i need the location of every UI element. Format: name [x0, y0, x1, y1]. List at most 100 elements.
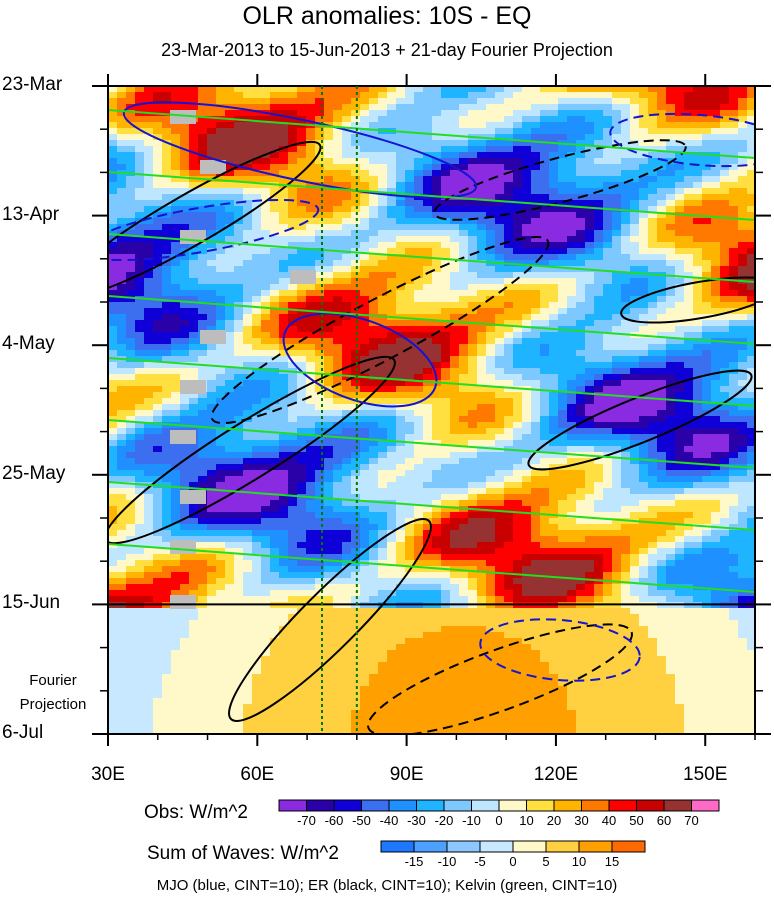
field-cell — [153, 218, 163, 225]
field-cell — [684, 458, 694, 465]
field-cell — [333, 200, 343, 207]
field-cell — [585, 260, 595, 267]
field-cell — [162, 476, 172, 483]
field-cell — [432, 434, 442, 441]
field-cell — [342, 266, 352, 273]
field-cell — [720, 302, 730, 309]
field-cell — [432, 134, 442, 141]
field-cell — [522, 146, 532, 153]
field-cell — [594, 404, 604, 411]
field-cell — [549, 320, 559, 327]
field-cell — [207, 182, 217, 189]
field-cell — [252, 266, 262, 273]
field-cell — [333, 476, 343, 483]
field-cell — [342, 236, 352, 243]
field-cell — [558, 416, 568, 423]
field-cell — [630, 110, 640, 117]
field-cell — [513, 482, 523, 489]
field-cell — [108, 434, 118, 441]
field-cell — [315, 344, 325, 351]
field-cell — [252, 212, 262, 219]
field-cell — [612, 482, 622, 489]
field-cell — [603, 470, 613, 477]
field-cell — [387, 464, 397, 471]
field-cell — [117, 338, 127, 345]
field-cell — [198, 146, 208, 153]
field-cell — [279, 224, 289, 231]
field-cell — [414, 278, 424, 285]
field-cell — [675, 254, 685, 261]
field-cell — [333, 398, 343, 405]
field-cell — [306, 290, 316, 297]
field-cell — [378, 428, 388, 435]
field-cell — [612, 278, 622, 285]
field-cell — [558, 398, 568, 405]
field-cell — [549, 152, 559, 159]
field-cell — [387, 422, 397, 429]
field-cell — [198, 266, 208, 273]
field-cell — [495, 494, 505, 501]
field-cell — [243, 272, 253, 279]
field-cell — [378, 344, 388, 351]
field-cell — [585, 374, 595, 381]
field-cell — [135, 416, 145, 423]
field-cell — [315, 128, 325, 135]
field-cell — [117, 416, 127, 423]
field-cell — [594, 320, 604, 327]
field-cell — [360, 266, 370, 273]
field-cell — [297, 452, 307, 459]
field-cell — [747, 458, 755, 465]
field-cell — [711, 230, 721, 237]
field-cell — [531, 458, 541, 465]
field-cell — [297, 404, 307, 411]
field-cell — [288, 302, 298, 309]
field-cell — [360, 242, 370, 249]
field-cell — [144, 398, 154, 405]
olr-field — [108, 86, 755, 734]
field-cell — [162, 206, 172, 213]
field-cell — [540, 428, 550, 435]
field-cell — [702, 116, 712, 123]
field-cell — [135, 290, 145, 297]
field-cell — [576, 218, 586, 225]
field-cell — [666, 392, 676, 399]
field-cell — [396, 206, 406, 213]
field-cell — [189, 164, 199, 171]
field-cell — [639, 296, 649, 303]
field-cell — [225, 386, 235, 393]
field-cell — [153, 242, 163, 249]
field-cell — [279, 140, 289, 147]
field-cell — [378, 200, 388, 207]
field-cell — [693, 200, 703, 207]
field-cell — [189, 320, 199, 327]
field-cell — [288, 254, 298, 261]
field-cell — [711, 170, 721, 177]
field-cell — [351, 440, 361, 447]
field-cell — [369, 266, 379, 273]
field-cell — [342, 464, 352, 471]
field-cell — [720, 194, 730, 201]
field-cell — [666, 182, 676, 189]
field-cell — [360, 176, 370, 183]
field-cell — [567, 254, 577, 261]
field-cell — [369, 326, 379, 333]
field-cell — [414, 272, 424, 279]
field-cell — [621, 272, 631, 279]
field-cell — [126, 362, 136, 369]
field-cell — [378, 290, 388, 297]
field-cell — [342, 128, 352, 135]
field-cell — [279, 146, 289, 153]
field-cell — [234, 182, 244, 189]
field-cell — [423, 380, 433, 387]
field-cell — [693, 254, 703, 261]
field-cell — [486, 386, 496, 393]
field-cell — [369, 446, 379, 453]
field-cell — [459, 374, 469, 381]
field-cell — [693, 368, 703, 375]
field-cell — [567, 200, 577, 207]
field-cell — [549, 158, 559, 165]
field-cell — [720, 248, 730, 255]
field-cell — [747, 158, 755, 165]
field-cell — [333, 356, 343, 363]
field-cell — [279, 392, 289, 399]
